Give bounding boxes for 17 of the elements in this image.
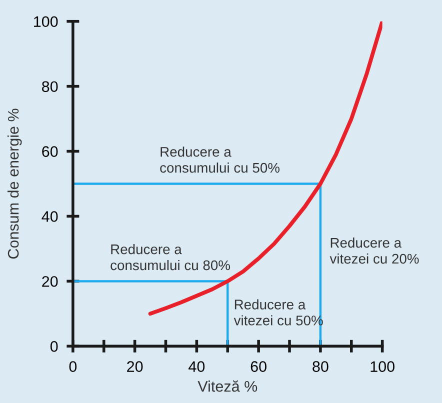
y-axis-title: Consum de energie % (8, 108, 22, 259)
x-tick-label: 20 (127, 361, 143, 372)
annotation: Reducere a vitezei cu 20% (330, 238, 419, 264)
x-tick-label: 100 (370, 361, 394, 372)
x-tick-label: 80 (312, 361, 328, 372)
x-tick-label: 0 (69, 361, 77, 372)
annotation: Reducere a consumului cu 50% (160, 146, 280, 173)
y-tick-label: 80 (42, 81, 58, 92)
annotation: Reducere a consumului cu 80% (110, 244, 230, 270)
x-axis-title: Viteză % (198, 380, 258, 392)
y-tick-label: 100 (34, 16, 58, 28)
y-tick-label: 60 (42, 146, 58, 157)
x-tick-label: 60 (250, 361, 266, 372)
y-tick-label: 0 (50, 341, 58, 352)
x-tick-label: 40 (188, 361, 205, 372)
y-tick-label: 40 (42, 211, 58, 222)
y-tick-label: 20 (42, 276, 58, 287)
